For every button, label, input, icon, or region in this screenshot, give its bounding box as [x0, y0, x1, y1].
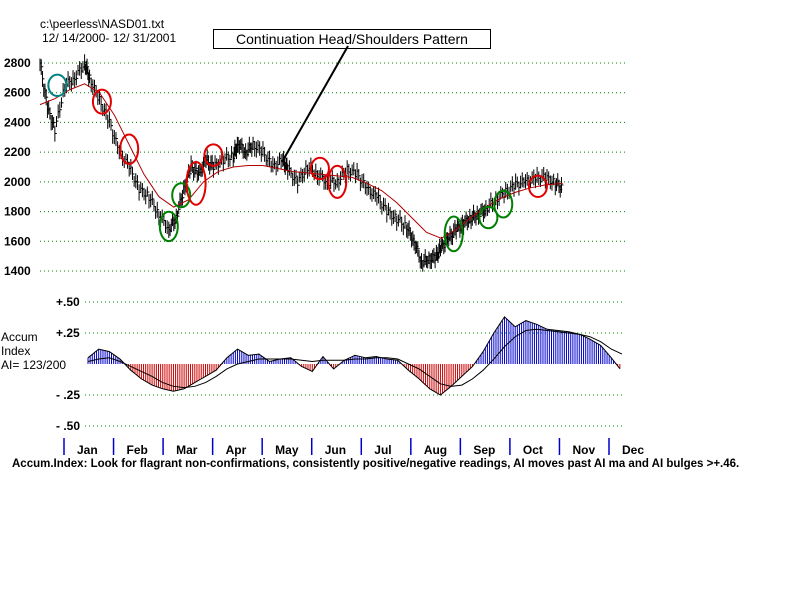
price-tick-label: 2400	[4, 115, 31, 129]
pattern-circle	[185, 160, 207, 206]
file-path: c:\peerless\NASD01.txt	[40, 17, 165, 31]
pattern-label: Continuation Head/Shoulders Pattern	[236, 31, 468, 47]
price-tick-label: 2200	[4, 145, 31, 159]
month-label: Feb	[127, 443, 148, 457]
pattern-circle	[171, 182, 192, 209]
ai-line	[87, 316, 621, 396]
ai-tick-label: +.50	[56, 295, 80, 309]
accum-label-line1: Accum	[1, 330, 38, 344]
month-label: Mar	[176, 443, 198, 457]
pattern-pointer	[281, 45, 349, 163]
month-label: Aug	[424, 443, 447, 457]
month-label: Jan	[77, 443, 98, 457]
date-range: 12/ 14/2000- 12/ 31/2001	[42, 31, 177, 45]
price-tick-label: 1800	[4, 205, 31, 219]
month-label: Jun	[325, 443, 346, 457]
pattern-circle	[47, 73, 68, 97]
footer-note: Accum.Index: Look for flagrant non-confi…	[12, 458, 740, 470]
pattern-circle	[527, 174, 548, 199]
accum-label-line2: Index	[1, 344, 31, 358]
accum-label-line3: AI= 123/200	[1, 358, 67, 372]
month-label: Jul	[374, 443, 391, 457]
pattern-label-box: Continuation Head/Shoulders Pattern	[213, 29, 491, 49]
pattern-circle	[478, 205, 499, 230]
pattern-circle	[443, 215, 464, 253]
month-label: Oct	[523, 443, 543, 457]
month-label: Apr	[226, 443, 247, 457]
month-label: May	[275, 443, 299, 457]
pattern-circles	[47, 73, 548, 253]
pattern-circle	[91, 88, 112, 115]
ai-bars	[87, 316, 621, 395]
price-tick-label: 2800	[4, 56, 31, 70]
ai-y-ticks: +.50 +.25 - .25 - .50	[56, 295, 80, 433]
month-label: Sep	[473, 443, 495, 457]
month-label: Nov	[572, 443, 595, 457]
month-label: Dec	[622, 443, 644, 457]
price-bars	[39, 54, 564, 272]
price-tick-label: 2000	[4, 175, 31, 189]
pattern-circle	[158, 210, 179, 243]
ai-tick-label: - .50	[56, 419, 80, 433]
pattern-circle	[309, 156, 330, 181]
pattern-circle	[493, 189, 514, 219]
price-tick-label: 1400	[4, 264, 31, 278]
month-axis: Jan Feb Mar Apr May Jun Jul Aug Sep Oct Nov Dec	[63, 438, 644, 457]
pattern-circle	[327, 164, 348, 199]
price-tick-label: 2600	[4, 86, 31, 100]
ai-tick-label: +.25	[56, 326, 80, 340]
price-tick-label: 1600	[4, 234, 31, 248]
pattern-circle	[203, 143, 224, 167]
pattern-circle	[119, 133, 140, 165]
price-moving-average	[39, 83, 563, 239]
price-y-ticks: 2800 2600 2400 2200 2000 1800 1600 1400	[4, 56, 31, 278]
ai-tick-label: - .25	[56, 388, 80, 402]
ai-moving-average	[87, 328, 623, 389]
